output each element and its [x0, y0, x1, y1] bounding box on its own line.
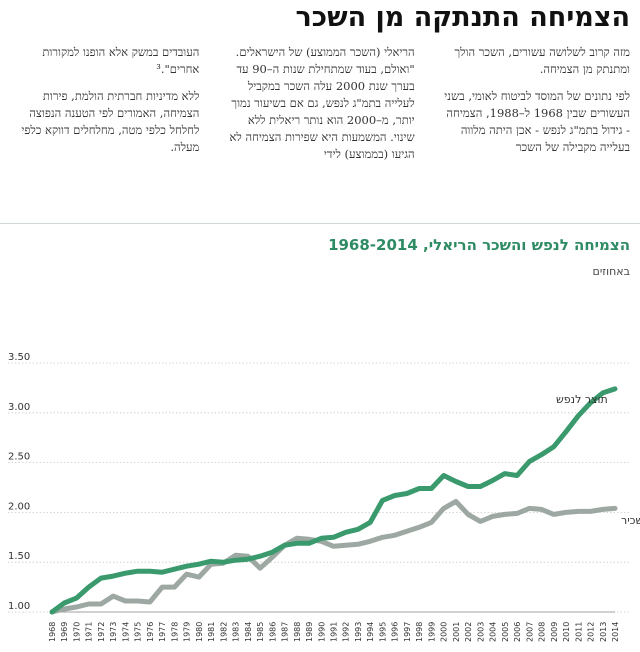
paragraph: הריאלי (השכר הממוצע) של הישראלים. "ואולם… [229, 45, 415, 161]
y-tick-label: 3.00 [8, 402, 30, 413]
x-tick-label: 1998 [415, 622, 424, 642]
x-tick-label: 2006 [513, 622, 522, 642]
x-tick-label: 1983 [232, 622, 241, 642]
x-tick-label: 1984 [244, 622, 253, 642]
x-tick-label: 1971 [85, 622, 94, 642]
article-columns: מזה קרוב לשלושה עשורים, השכר הולך ומתנתק… [10, 44, 630, 174]
x-tick-label: 1975 [134, 622, 143, 642]
y-tick-label: 1.50 [8, 551, 30, 562]
x-tick-label: 1995 [378, 622, 387, 642]
x-tick-label: 1982 [219, 622, 228, 642]
x-tick-label: 2009 [550, 622, 559, 642]
x-tick-label: 1993 [354, 622, 363, 642]
x-tick-label: 1991 [330, 622, 339, 642]
series-line-real-wage [49, 498, 618, 615]
x-tick-label: 1990 [317, 622, 326, 642]
x-tick-label: 1999 [427, 622, 436, 642]
x-tick-label: 1988 [293, 622, 302, 642]
chart-title: הצמיחה לנפש והשכר הריאלי, 1968-2014 [328, 236, 630, 254]
x-tick-label: 2011 [574, 622, 583, 642]
paragraph: מזה קרוב לשלושה עשורים, השכר הולך ומתנתק… [454, 45, 630, 76]
y-tick-label: 2.00 [8, 501, 30, 512]
paragraph: לפי נתונים של המוסד לביטוח לאומי, בשני ה… [444, 89, 630, 154]
x-tick-label: 2003 [476, 622, 485, 642]
x-tick-label: 1994 [366, 622, 375, 642]
x-tick-label: 2002 [464, 622, 473, 642]
y-unit-label: באחוזים [592, 265, 630, 278]
x-tick-label: 1985 [256, 622, 265, 642]
x-tick-label: 2004 [489, 622, 498, 642]
x-tick-label: 1976 [146, 622, 155, 642]
y-tick-label: 3.50 [8, 352, 30, 363]
x-tick-label: 1968 [48, 622, 57, 642]
y-tick-label: 1.00 [8, 601, 30, 612]
x-tick-label: 1986 [268, 622, 277, 642]
series-label-gdp-per-capita: תוצר לנפש [556, 393, 608, 406]
headline: הצמיחה התנתקה מן השכר [295, 2, 630, 33]
x-tick-label: 1973 [109, 622, 118, 642]
x-tick-label: 1970 [72, 622, 81, 642]
x-tick-label: 1969 [60, 622, 69, 642]
line-chart: 1.00 1.50 2.00 2.50 3.00 3.50 1968 1969 1970 1971… [8, 352, 640, 642]
x-tick-label: 2013 [599, 622, 608, 642]
x-tick-label: 2007 [525, 622, 534, 642]
x-tick-label: 1987 [281, 622, 290, 642]
x-tick-label: 2005 [501, 622, 510, 642]
series-label-real-wage: מדד שכר ריאלי חודשי ממוצע למשרת שכיר [621, 514, 640, 527]
article-column-2: הריאלי (השכר הממוצע) של הישראלים. "ואולם… [225, 44, 415, 174]
x-tick-label: 2012 [587, 622, 596, 642]
x-tick-label: 2000 [440, 622, 449, 642]
article-column-3: העובדים במשק אלא הופנו למקורות אחרים".³ … [10, 44, 199, 174]
x-tick-label: 1996 [391, 622, 400, 642]
y-tick-label: 2.50 [8, 452, 30, 463]
x-tick-label: 1992 [342, 622, 351, 642]
x-tick-label: 1981 [207, 622, 216, 642]
x-tick-label: 1972 [97, 622, 106, 642]
x-tick-label: 1989 [305, 622, 314, 642]
x-tick-label: 1979 [183, 622, 192, 642]
x-tick-label: 2014 [611, 622, 620, 642]
x-tick-label: 1997 [403, 622, 412, 642]
x-tick-label: 2001 [452, 622, 461, 642]
paragraph: העובדים במשק אלא הופנו למקורות אחרים".³ [42, 45, 200, 76]
x-tick-label: 1978 [170, 622, 179, 642]
x-tick-label: 2010 [562, 622, 571, 642]
x-tick-label: 1974 [121, 622, 130, 642]
x-tick-label: 1977 [158, 622, 167, 642]
article-column-1: מזה קרוב לשלושה עשורים, השכר הולך ומתנתק… [441, 44, 630, 174]
x-tick-label: 2008 [538, 622, 547, 642]
series-line-gdp-per-capita [49, 386, 618, 615]
paragraph: ללא מדיניות חברתית הולמת, פירות הצמיחה, … [21, 89, 200, 154]
x-tick-label: 1980 [195, 622, 204, 642]
section-divider [0, 223, 640, 224]
